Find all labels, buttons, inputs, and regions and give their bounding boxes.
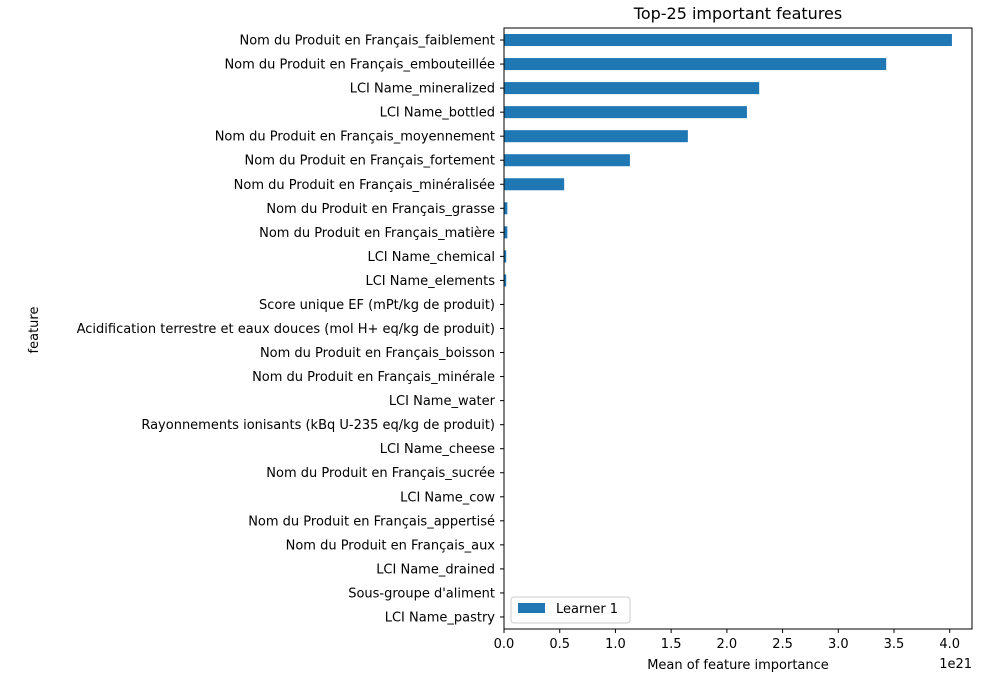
x-tick-label: 0.5 — [549, 637, 570, 652]
bar — [504, 250, 507, 263]
y-tick-label: Nom du Produit en Français_faiblement — [239, 34, 495, 49]
x-tick-label: 3.5 — [884, 637, 905, 652]
bar — [504, 58, 887, 71]
x-axis-label: Mean of feature importance — [647, 658, 829, 673]
y-tick-label: LCI Name_water — [389, 394, 496, 409]
bar — [504, 202, 508, 215]
y-tick-label: Nom du Produit en Français_matière — [259, 226, 495, 241]
bar — [504, 226, 508, 239]
y-tick-label: Nom du Produit en Français_appertisé — [248, 514, 495, 529]
bar — [504, 154, 630, 167]
x-axis-offset-label: 1e21 — [939, 657, 972, 672]
y-axis-label: feature — [27, 307, 42, 354]
bar — [504, 130, 688, 143]
bars-group — [504, 34, 952, 287]
y-tick-label: Nom du Produit en Français_minéralisée — [234, 178, 495, 193]
x-tick-label: 3.0 — [828, 637, 849, 652]
chart-title: Top-25 important features — [633, 4, 842, 23]
y-tick-label: LCI Name_bottled — [380, 106, 495, 121]
y-tick-label: Nom du Produit en Français_minérale — [252, 370, 495, 385]
y-tick-label: LCI Name_cheese — [380, 442, 495, 457]
legend: Learner 1 — [510, 596, 631, 624]
x-tick-label: 1.0 — [605, 637, 626, 652]
y-tick-label: LCI Name_mineralized — [350, 82, 495, 97]
y-tick-label: Score unique EF (mPt/kg de produit) — [259, 298, 495, 313]
y-tick-label: Nom du Produit en Français_fortement — [245, 154, 495, 169]
y-tick-label: Nom du Produit en Français_grasse — [266, 202, 495, 217]
y-tick-label: Acidification terrestre et eaux douces (… — [77, 322, 495, 337]
y-tick-label: LCI Name_drained — [376, 562, 495, 577]
y-tick-label: LCI Name_pastry — [385, 610, 496, 625]
x-tick-label: 1.5 — [661, 637, 682, 652]
bar — [504, 106, 747, 119]
x-tick-label: 4.0 — [939, 637, 960, 652]
bar — [504, 34, 952, 47]
y-tick-label: LCI Name_elements — [365, 274, 495, 289]
y-axis-ticks: Nom du Produit en Français_faiblement Nom… — [77, 34, 504, 625]
x-axis-ticks: 0.0 0.5 1.0 1.5 2.0 2.5 3.0 3.5 4.0 — [494, 629, 960, 652]
y-tick-label: LCI Name_chemical — [367, 250, 495, 265]
bar — [504, 82, 760, 95]
y-tick-label: Nom du Produit en Français_boisson — [260, 346, 495, 361]
y-tick-label: Nom du Produit en Français_moyennement — [215, 130, 495, 145]
y-tick-label: Nom du Produit en Français_sucrée — [266, 466, 495, 481]
x-tick-label: 2.0 — [717, 637, 738, 652]
x-tick-label: 2.5 — [772, 637, 793, 652]
plot-frame — [503, 27, 973, 630]
y-tick-label: Rayonnements ionisants (kBq U-235 eq/kg … — [141, 418, 495, 433]
bar — [504, 274, 507, 287]
legend-entry-learner-1: Learner 1 — [556, 602, 618, 617]
y-tick-label: Sous-groupe d'aliment — [348, 586, 495, 601]
x-tick-label: 0.0 — [494, 637, 515, 652]
y-tick-label: LCI Name_cow — [400, 490, 495, 505]
y-tick-label: Nom du Produit en Français_aux — [286, 538, 496, 553]
bar — [504, 178, 565, 191]
legend-swatch — [518, 603, 545, 613]
y-tick-label: Nom du Produit en Français_embouteillée — [224, 58, 495, 73]
